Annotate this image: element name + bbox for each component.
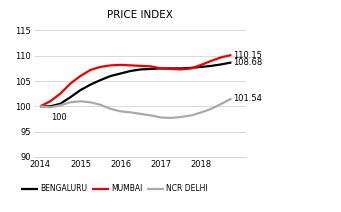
MUMBAI (189, 67, 193, 70)
MUMBAI (149, 65, 153, 68)
Title: PRICE INDEX: PRICE INDEX (107, 11, 173, 21)
NCR DELHI (209, 107, 213, 110)
BENGALURU (119, 72, 123, 75)
NCR DELHI (169, 117, 173, 119)
NCR DELHI (48, 106, 52, 109)
NCR DELHI (68, 101, 72, 103)
MUMBAI (68, 82, 72, 85)
MUMBAI (199, 64, 203, 66)
MUMBAI (209, 60, 213, 62)
BENGALURU (68, 96, 72, 99)
NCR DELHI (189, 114, 193, 117)
BENGALURU (229, 61, 234, 64)
BENGALURU (88, 83, 92, 86)
Line: BENGALURU: BENGALURU (40, 63, 232, 106)
NCR DELHI (199, 111, 203, 114)
Text: 100: 100 (51, 113, 67, 122)
Text: 108.68: 108.68 (234, 58, 263, 67)
BENGALURU (149, 68, 153, 70)
MUMBAI (179, 68, 183, 71)
NCR DELHI (149, 114, 153, 117)
NCR DELHI (129, 111, 133, 114)
BENGALURU (58, 103, 62, 105)
NCR DELHI (139, 113, 143, 115)
NCR DELHI (119, 110, 123, 113)
NCR DELHI (88, 101, 92, 103)
MUMBAI (48, 100, 52, 103)
BENGALURU (99, 79, 103, 81)
Line: NCR DELHI: NCR DELHI (40, 99, 232, 118)
MUMBAI (58, 92, 62, 95)
BENGALURU (139, 68, 143, 71)
BENGALURU (78, 89, 83, 91)
BENGALURU (199, 66, 203, 68)
NCR DELHI (38, 105, 42, 108)
BENGALURU (169, 67, 173, 70)
MUMBAI (139, 65, 143, 67)
Text: 110.15: 110.15 (234, 50, 262, 60)
BENGALURU (209, 65, 213, 67)
Line: MUMBAI: MUMBAI (40, 55, 232, 106)
NCR DELHI (108, 107, 113, 110)
MUMBAI (108, 64, 113, 67)
NCR DELHI (179, 116, 183, 118)
BENGALURU (129, 70, 133, 72)
NCR DELHI (58, 104, 62, 107)
Legend: BENGALURU, MUMBAI, NCR DELHI: BENGALURU, MUMBAI, NCR DELHI (21, 184, 208, 193)
MUMBAI (169, 68, 173, 70)
NCR DELHI (159, 116, 163, 119)
NCR DELHI (78, 100, 83, 103)
NCR DELHI (219, 103, 223, 105)
BENGALURU (108, 75, 113, 77)
BENGALURU (38, 105, 42, 108)
BENGALURU (159, 67, 163, 70)
NCR DELHI (229, 97, 234, 100)
BENGALURU (189, 67, 193, 69)
MUMBAI (229, 54, 234, 56)
MUMBAI (99, 66, 103, 68)
NCR DELHI (99, 103, 103, 106)
BENGALURU (219, 63, 223, 66)
BENGALURU (179, 67, 183, 70)
MUMBAI (159, 67, 163, 70)
MUMBAI (129, 64, 133, 67)
Text: 101.54: 101.54 (234, 94, 262, 103)
MUMBAI (119, 64, 123, 66)
MUMBAI (38, 105, 42, 108)
BENGALURU (48, 105, 52, 108)
MUMBAI (219, 56, 223, 59)
MUMBAI (88, 69, 92, 71)
MUMBAI (78, 75, 83, 77)
